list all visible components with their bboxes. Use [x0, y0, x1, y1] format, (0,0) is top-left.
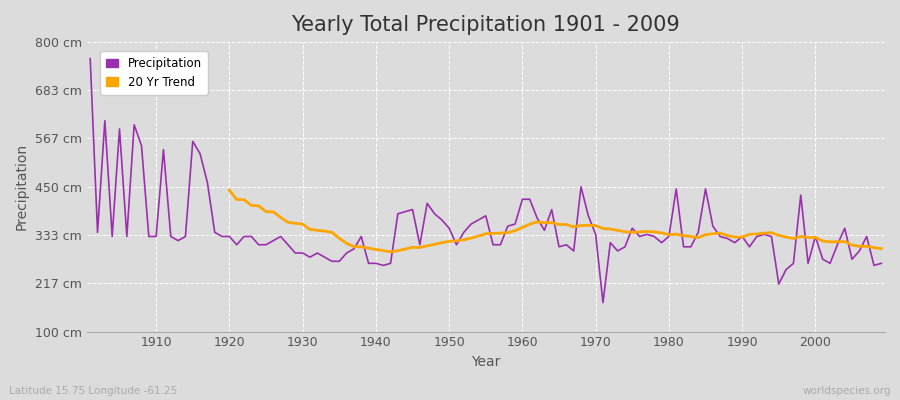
Text: worldspecies.org: worldspecies.org: [803, 386, 891, 396]
Y-axis label: Precipitation: Precipitation: [15, 143, 29, 230]
Title: Yearly Total Precipitation 1901 - 2009: Yearly Total Precipitation 1901 - 2009: [292, 15, 680, 35]
Legend: Precipitation, 20 Yr Trend: Precipitation, 20 Yr Trend: [101, 51, 208, 95]
X-axis label: Year: Year: [471, 355, 500, 369]
Text: Latitude 15.75 Longitude -61.25: Latitude 15.75 Longitude -61.25: [9, 386, 177, 396]
